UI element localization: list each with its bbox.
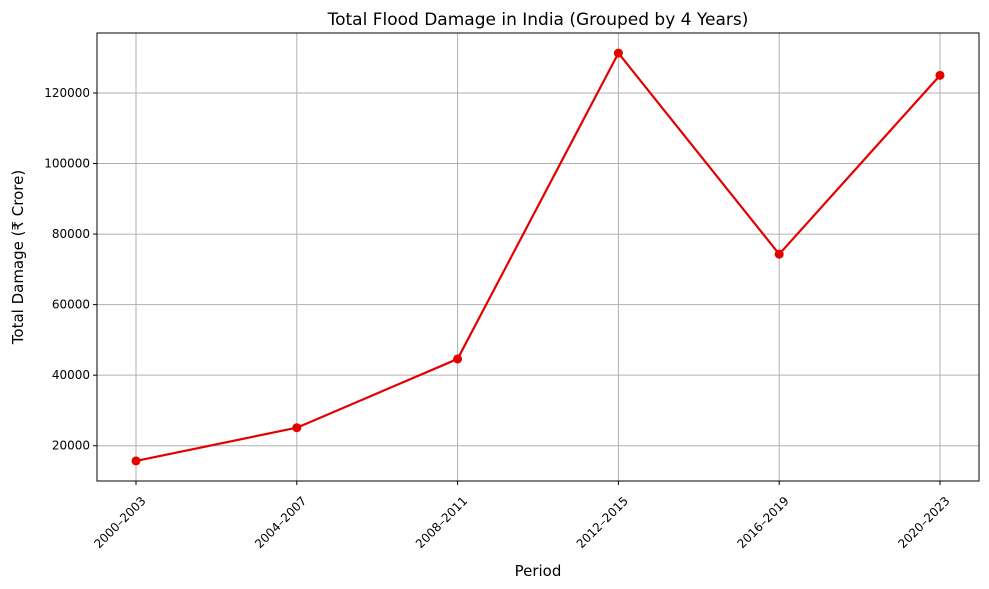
y-tick-label: 120000 [44,86,90,100]
data-point [292,423,302,433]
chart-title: Total Flood Damage in India (Grouped by … [327,10,749,30]
y-axis-label: Total Damage (₹ Crore) [9,170,27,345]
x-tick-label: 2000–2003 [91,494,148,551]
data-point [131,456,141,466]
x-tick-label: 2020–2023 [895,494,952,551]
y-axis-ticks: 20000 40000 60000 80000 100000 120000 [44,86,97,453]
y-tick-label: 80000 [52,227,90,241]
grid-lines [97,33,979,481]
y-tick-label: 60000 [52,298,90,312]
series-line [135,52,941,462]
x-axis-ticks: 2000–2003 2004–2007 2008–2011 2012–2015 2016… [91,481,953,551]
y-tick-label: 100000 [44,157,90,171]
data-point [935,70,945,80]
x-tick-label: 2004–2007 [252,494,309,551]
plot-frame [96,32,980,482]
x-tick-label: 2008–2011 [413,494,470,551]
data-point [453,354,463,364]
x-axis-label: Period [515,562,562,580]
x-tick-label: 2012–2015 [574,494,631,551]
x-tick-label: 2016–2019 [735,494,792,551]
series-layer [131,48,945,466]
data-point [613,48,623,58]
y-tick-label: 40000 [52,368,90,382]
y-tick-label: 20000 [52,439,90,453]
data-point [774,249,784,259]
